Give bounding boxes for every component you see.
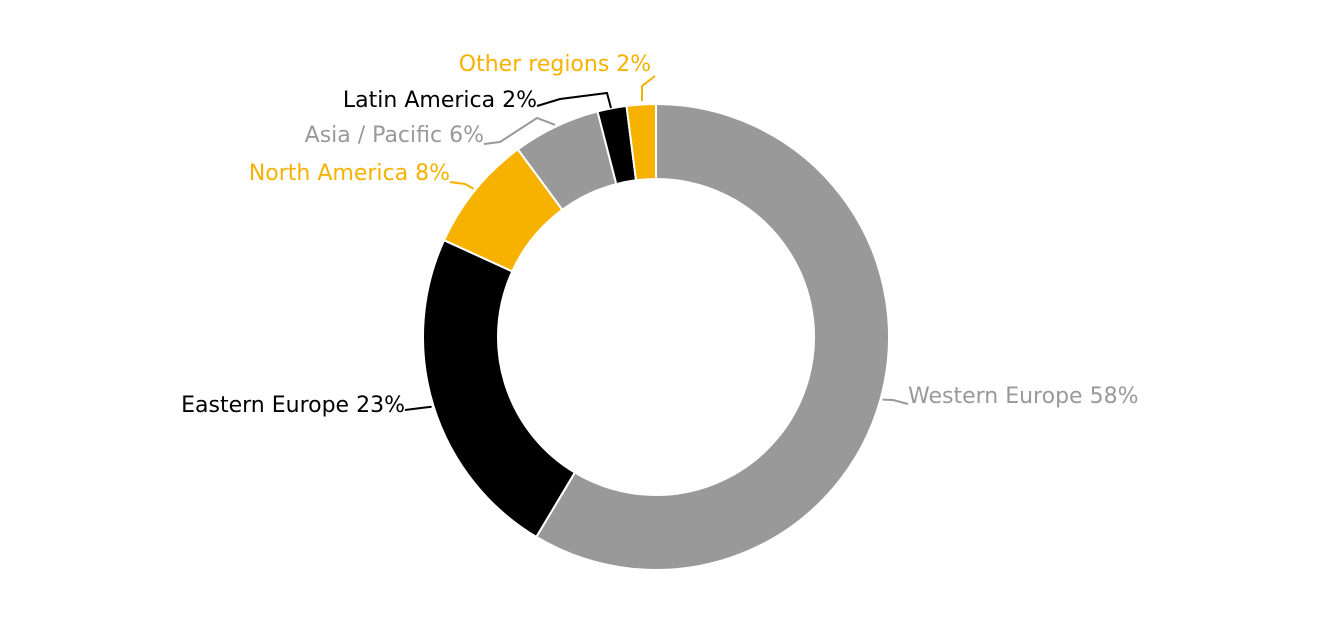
category-label: Latin America [343,88,495,113]
leader-line [641,75,656,101]
data-label: Western Europe 58% [908,384,1139,409]
value-label: 58% [1090,384,1139,409]
data-label: North America 8% [249,161,450,186]
category-label: Western Europe [908,384,1083,409]
data-label: Asia / Pacific 6% [305,123,484,148]
leader-line [404,405,432,411]
data-label: Other regions 2% [459,52,651,77]
value-label: 6% [449,123,484,148]
category-label: Asia / Pacific [305,123,442,148]
category-label: Eastern Europe [181,393,349,418]
value-label: 23% [356,393,405,418]
leader-line [449,181,475,190]
value-label: 2% [616,52,651,77]
leader-line [483,116,556,145]
data-label: Latin America 2% [343,88,537,113]
leader-line [536,91,612,109]
leader-line [882,398,909,405]
donut-segment [422,238,577,539]
category-label: North America [249,161,408,186]
donut-segment [534,102,890,571]
category-label: Other regions [459,52,610,77]
value-label: 8% [415,161,450,186]
value-label: 2% [502,88,537,113]
donut-segment [625,102,657,182]
data-label: Eastern Europe 23% [181,393,405,418]
